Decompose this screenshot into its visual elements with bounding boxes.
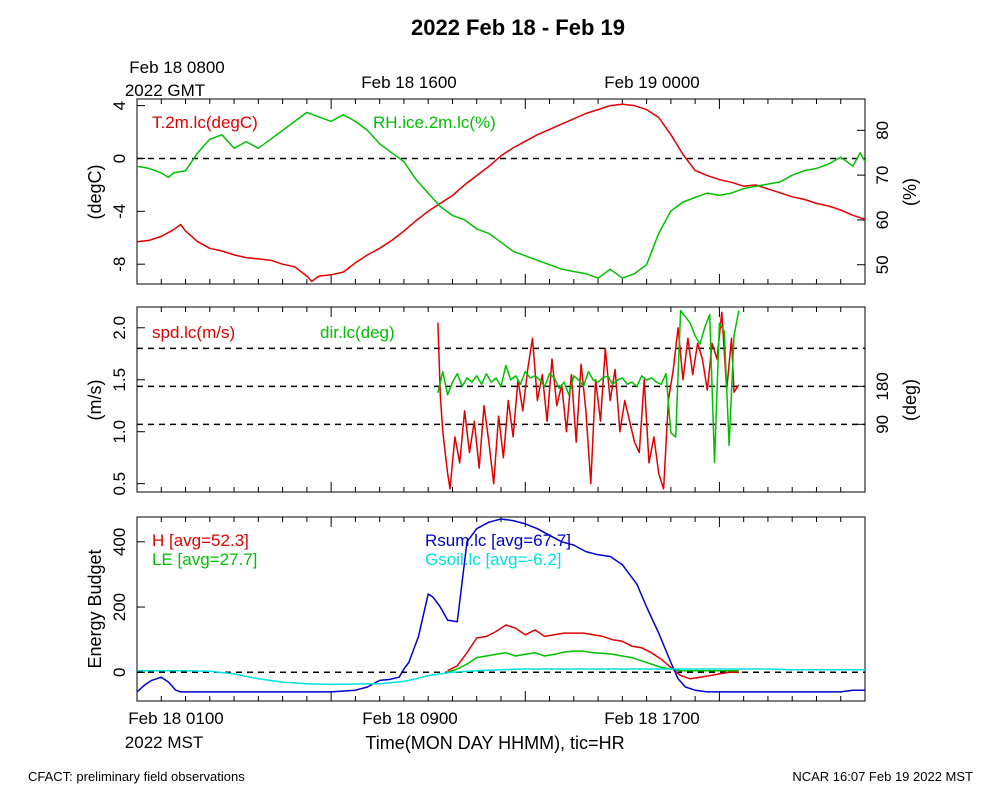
y-right-tick-label: 60 <box>873 210 892 229</box>
bottom-axis-first-label-line1: Feb 18 0100 <box>128 709 223 728</box>
series-line-dir-lc-deg <box>437 309 740 464</box>
footer-left: CFACT: preliminary field observations <box>28 769 245 784</box>
panel-2-ticks: 2.0 1.5 1.0 0.5 180 90 <box>110 307 892 496</box>
series-label-relative-humidity: RH.ice.2m.lc(%) <box>373 113 496 132</box>
series-line-spd-lc-m-s <box>437 311 740 490</box>
series-label-gsoil: Gsoil.lc [avg=-6.2] <box>425 550 562 569</box>
y-left-tick-label: 2.0 <box>110 316 129 340</box>
energy-budget-panel: 400 200 0 H [avg=52.3] LE [avg=27.7] Rsum.… <box>85 516 866 702</box>
series-label-rsum: Rsum.lc [avg=67.7] <box>425 531 571 550</box>
series-line-rsum-lc <box>136 518 865 693</box>
panel-2-frame <box>136 306 866 493</box>
top-axis-first-label-line1: Feb 18 0800 <box>129 58 224 77</box>
y-left-tick-label: -8 <box>110 257 129 272</box>
y-right-tick-label: 80 <box>873 121 892 140</box>
series-line-h <box>447 624 739 680</box>
series-line-le <box>447 650 739 674</box>
series-label-wind-speed: spd.lc(m/s) <box>152 323 235 342</box>
top-axis-first-label-line2: 2022 GMT <box>125 81 205 100</box>
series-label-wind-direction: dir.lc(deg) <box>320 323 395 342</box>
y-left-tick-label: 1.0 <box>110 420 129 444</box>
y-right-tick-label: 90 <box>873 415 892 434</box>
y-left-tick-label: 0 <box>110 154 129 163</box>
temperature-humidity-panel: 4 0 -4 -8 80 70 60 50 T.2m.lc(degC) RH.ice.2m.l… <box>85 98 920 285</box>
y-right-tick-label: 70 <box>873 166 892 185</box>
footer-right: NCAR 16:07 Feb 19 2022 MST <box>792 769 973 784</box>
wind-panel: 2.0 1.5 1.0 0.5 180 90 spd.lc(m/s) dir.lc(deg… <box>85 306 920 496</box>
panel-1-series <box>136 103 866 283</box>
panel-1-left-axis-label: (degC) <box>85 164 105 219</box>
y-left-tick-label: 400 <box>110 528 129 556</box>
y-left-tick-label: 200 <box>110 593 129 621</box>
bottom-axis-label-2: Feb 18 1700 <box>604 709 699 728</box>
panel-2-left-axis-label: (m/s) <box>85 380 105 421</box>
y-left-tick-label: 0.5 <box>110 472 129 496</box>
panel-3-left-axis-label: Energy Budget <box>85 549 105 668</box>
panel-2-right-axis-label: (deg) <box>900 379 920 421</box>
figure-title: 2022 Feb 18 - Feb 19 <box>411 15 625 40</box>
y-left-tick-label: 1.5 <box>110 368 129 392</box>
y-left-tick-label: -4 <box>110 204 129 219</box>
bottom-axis-label-1: Feb 18 0900 <box>362 709 457 728</box>
panel-3-series <box>136 518 865 693</box>
panel-1-ticks: 4 0 -4 -8 80 70 60 50 <box>110 99 892 284</box>
panel-2-series <box>437 309 740 490</box>
y-left-tick-label: 0 <box>110 668 129 677</box>
x-axis-title: Time(MON DAY HHMM), tic=HR <box>365 733 624 753</box>
series-label-temperature: T.2m.lc(degC) <box>152 113 258 132</box>
series-label-le: LE [avg=27.7] <box>152 550 257 569</box>
panel-2-border <box>136 306 866 493</box>
top-axis-label-1: Feb 18 1600 <box>361 73 456 92</box>
bottom-axis-first-label-line2: 2022 MST <box>125 733 203 752</box>
series-line-rh-ice-2m-lc <box>136 111 866 279</box>
top-axis-label-2: Feb 19 0000 <box>604 73 699 92</box>
series-label-h: H [avg=52.3] <box>152 531 249 550</box>
y-left-tick-label: 4 <box>110 101 129 110</box>
y-right-tick-label: 180 <box>873 372 892 400</box>
y-right-tick-label: 50 <box>873 255 892 274</box>
panel-1-right-axis-label: (%) <box>900 178 920 206</box>
series-line-t-2m-lc-degc <box>136 103 866 283</box>
series-line-gsoil-lc <box>137 668 865 686</box>
panel-3-ticks: 400 200 0 <box>110 517 866 701</box>
